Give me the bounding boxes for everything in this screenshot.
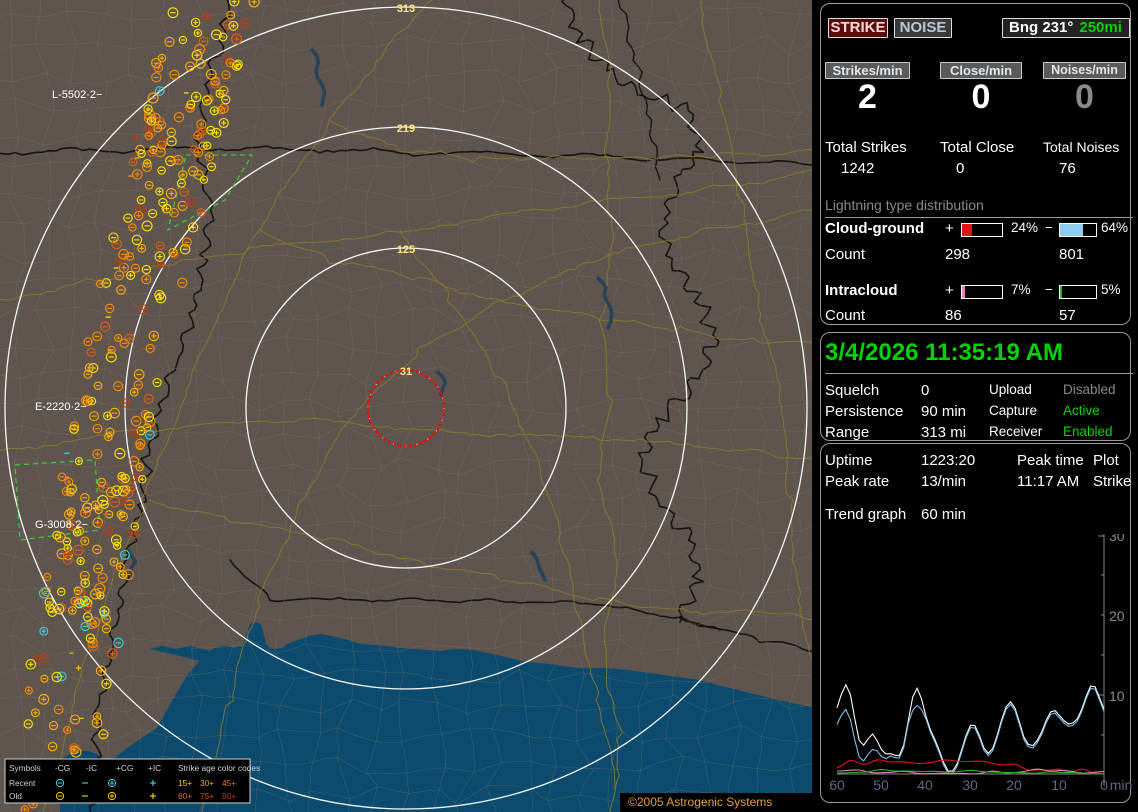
- svg-text:90+: 90+: [222, 791, 236, 801]
- svg-text:-CG: -CG: [55, 763, 70, 773]
- svg-text:-IC: -IC: [86, 763, 97, 773]
- svg-text:45+: 45+: [222, 778, 236, 788]
- svg-text:Symbols: Symbols: [9, 763, 41, 773]
- svg-text:30: 30: [962, 777, 978, 793]
- svg-text:15+: 15+: [178, 778, 192, 788]
- svg-text:60: 60: [829, 777, 845, 793]
- svg-text:10: 10: [1051, 777, 1067, 793]
- svg-text:L-5502·2−: L-5502·2−: [52, 89, 102, 101]
- svg-text:Strike age color codes: Strike age color codes: [178, 763, 260, 773]
- svg-text:75+: 75+: [200, 791, 214, 801]
- svg-text:313: 313: [397, 3, 415, 15]
- svg-text:+IC: +IC: [148, 763, 161, 773]
- svg-text:40: 40: [917, 777, 933, 793]
- svg-text:Old: Old: [9, 791, 22, 801]
- svg-text:Recent: Recent: [9, 778, 36, 788]
- svg-text:60+: 60+: [178, 791, 192, 801]
- svg-text:G-3008·2−: G-3008·2−: [35, 519, 88, 531]
- svg-text:+CG: +CG: [116, 763, 133, 773]
- svg-text:219: 219: [397, 123, 415, 135]
- svg-text:min: min: [1110, 777, 1133, 793]
- svg-text:50: 50: [873, 777, 889, 793]
- svg-text:10: 10: [1109, 688, 1125, 704]
- svg-text:20: 20: [1006, 777, 1022, 793]
- svg-text:125: 125: [397, 244, 415, 256]
- svg-text:30: 30: [1109, 534, 1125, 544]
- svg-text:E-2220·2−: E-2220·2−: [35, 401, 87, 413]
- svg-text:30+: 30+: [200, 778, 214, 788]
- svg-text:©2005 Astrogenic Systems: ©2005 Astrogenic Systems: [628, 795, 772, 809]
- svg-text:20: 20: [1109, 608, 1125, 624]
- svg-text:31: 31: [400, 366, 412, 378]
- svg-text:0: 0: [1100, 777, 1108, 793]
